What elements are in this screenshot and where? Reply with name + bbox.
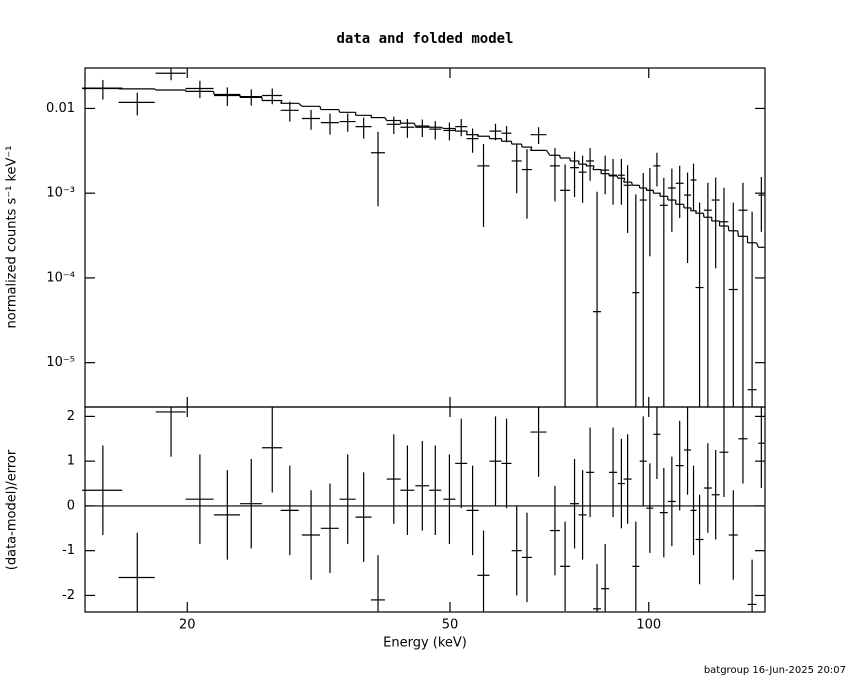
chart-title: data and folded model — [336, 31, 513, 47]
model-riser — [440, 126, 444, 129]
lower-frame — [84, 406, 766, 613]
x-tick-label: 100 — [636, 618, 661, 633]
y-tick-label: -1 — [62, 543, 75, 558]
y-tick-label: 10⁻³ — [46, 186, 75, 201]
model-riser — [154, 88, 157, 91]
model-riser — [298, 102, 303, 107]
model-riser — [319, 106, 322, 110]
model-riser — [631, 182, 633, 186]
model-riser — [756, 242, 759, 248]
y-tick-label: 0 — [67, 498, 75, 513]
model-riser — [212, 91, 215, 95]
footer: batgroup 16-Jun-2025 20:07 — [704, 665, 846, 676]
model-riser — [545, 150, 551, 156]
model-riser — [623, 178, 626, 183]
model-riser — [592, 165, 595, 170]
model-riser — [616, 175, 619, 179]
x-tick-label: 20 — [179, 618, 196, 633]
y-tick-label: 10⁻⁴ — [46, 270, 75, 285]
y-tick-label: -2 — [62, 588, 75, 603]
y-tick-label: 1 — [67, 454, 75, 469]
y-tick-label: 0.01 — [46, 101, 75, 116]
x-tick-label: 50 — [442, 618, 459, 633]
y-tick-label: 2 — [67, 409, 75, 424]
upper-frame — [84, 67, 766, 408]
model-riser — [737, 230, 739, 237]
model-riser — [384, 117, 388, 121]
upper-y-axis-label: normalized counts s⁻¹ keV⁻¹ — [5, 146, 20, 329]
x-axis-label: Energy (keV) — [383, 636, 467, 651]
model-riser — [413, 122, 416, 127]
y-tick-label: 10⁻⁵ — [46, 355, 75, 370]
lower-y-axis-label: (data-model)/error — [5, 449, 20, 570]
model-riser — [338, 109, 341, 113]
